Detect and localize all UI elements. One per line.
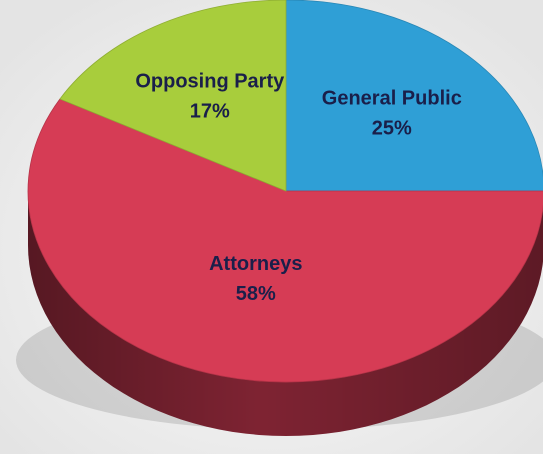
slice-label-attorneys: Attorneys bbox=[209, 253, 302, 275]
slice-value-opposing-party: 17% bbox=[190, 101, 230, 123]
pie-sides bbox=[28, 191, 543, 436]
slice-label-general-public: General Public bbox=[322, 88, 462, 110]
pie-slice-attorneys bbox=[27, 98, 543, 383]
slice-value-attorneys: 58% bbox=[236, 283, 276, 305]
pie-side-shade-attorneys bbox=[28, 191, 543, 436]
pie-slices bbox=[27, 0, 543, 383]
slice-value-general-public: 25% bbox=[372, 118, 412, 140]
pie-slice-opposing-party bbox=[59, 0, 287, 192]
slice-label-opposing-party: Opposing Party bbox=[135, 71, 285, 93]
slice-labels: General Public 25% Attorneys 58% Opposing Pa… bbox=[135, 71, 461, 305]
pie-slice-general-public bbox=[285, 0, 543, 192]
